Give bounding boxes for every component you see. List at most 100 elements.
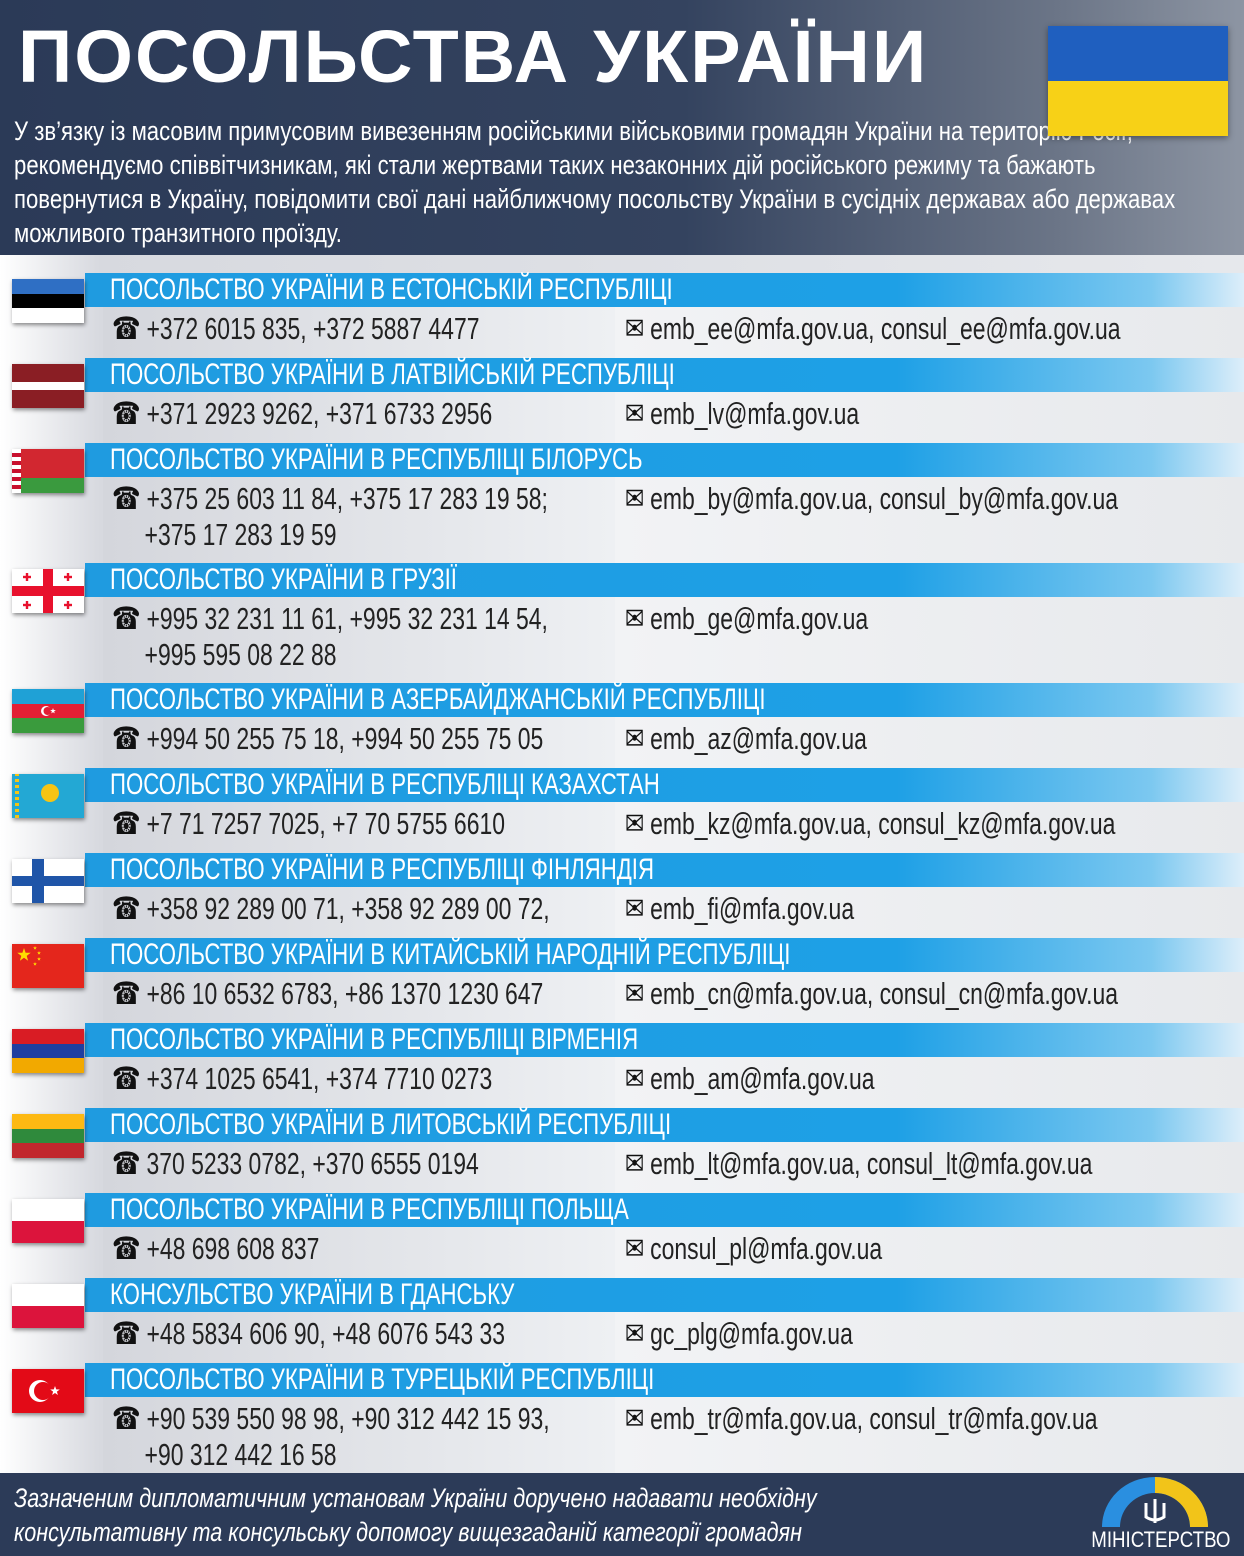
email-addresses: ✉ emb_lt@mfa.gov.ua, consul_lt@mfa.gov.ua [625,1146,1092,1182]
email-text[interactable]: emb_tr@mfa.gov.ua, consul_tr@mfa.gov.ua [650,1401,1098,1436]
turkey-flag-icon [12,1369,84,1413]
embassy-title-band: ПОСОЛЬСТВО УКРАЇНИ В РЕСПУБЛІЦІ БІЛОРУСЬ [85,443,1244,477]
phone-panel [103,392,615,443]
belarus-flag-icon [12,449,84,493]
phone-text[interactable]: 370 5233 0782, +370 6555 0194 [146,1146,479,1181]
email-panel [615,1397,1244,1483]
phone-icon: ☎ [112,1231,141,1266]
email-panel [615,887,1244,938]
embassy-row: ПОСОЛЬСТВО УКРАЇНИ В ЕСТОНСЬКІЙ РЕСПУБЛІ… [0,273,1244,358]
phone-numbers: ☎ +375 25 603 11 84, +375 17 283 19 58; +3… [112,481,548,553]
embassy-list: ПОСОЛЬСТВО УКРАЇНИ В ЕСТОНСЬКІЙ РЕСПУБЛІ… [0,255,1244,1483]
phone-text[interactable]: +48 698 608 837 [146,1231,320,1266]
email-text[interactable]: emb_fi@mfa.gov.ua [650,891,855,926]
phone-panel [103,1227,615,1278]
phone-text[interactable]: +374 1025 6541, +374 7710 0273 [146,1061,493,1096]
phone-text-2[interactable]: +90 312 442 16 58 [144,1437,337,1472]
embassy-title: КОНСУЛЬСТВО УКРАЇНИ В ГДАНСЬКУ [110,1278,515,1311]
phone-text[interactable]: +375 25 603 11 84, +375 17 283 19 58; [146,481,548,516]
phone-text[interactable]: +995 32 231 11 61, +995 32 231 14 54, [146,601,548,636]
phone-text[interactable]: +7 71 7257 7025, +7 70 5755 6610 [146,806,505,841]
email-panel [615,597,1244,683]
embassy-title: ПОСОЛЬСТВО УКРАЇНИ В ТУРЕЦЬКІЙ РЕСПУБЛІЦ… [110,1363,655,1396]
email-text[interactable]: gc_plg@mfa.gov.ua [650,1316,853,1351]
mail-icon: ✉ [625,806,645,841]
email-addresses: ✉ emb_cn@mfa.gov.ua, consul_cn@mfa.gov.ua [625,976,1118,1012]
phone-text[interactable]: +90 539 550 98 98, +90 312 442 15 93, [146,1401,550,1436]
page-title: ПОСОЛЬСТВА УКРАЇНИ [18,15,929,98]
embassy-title: ПОСОЛЬСТВО УКРАЇНИ В РЕСПУБЛІЦІ БІЛОРУСЬ [110,443,643,476]
mail-icon: ✉ [625,1316,645,1351]
mail-icon: ✉ [625,601,645,636]
embassy-row: ПОСОЛЬСТВО УКРАЇНИ В РЕСПУБЛІЦІ БІЛОРУСЬ… [0,443,1244,563]
phone-panel [103,1057,615,1108]
embassy-title-band: ПОСОЛЬСТВО УКРАЇНИ В РЕСПУБЛІЦІ КАЗАХСТА… [85,768,1244,802]
phone-icon: ☎ [112,311,141,346]
phone-numbers: ☎ +372 6015 835, +372 5887 4477 [112,311,479,347]
email-panel [615,1057,1244,1108]
embassy-title-band: ПОСОЛЬСТВО УКРАЇНИ В КИТАЙСЬКІЙ НАРОДНІЙ… [85,938,1244,972]
email-addresses: ✉ emb_am@mfa.gov.ua [625,1061,874,1097]
email-addresses: ✉ emb_lv@mfa.gov.ua [625,396,859,432]
embassy-title-band: ПОСОЛЬСТВО УКРАЇНИ В ЛАТВІЙСЬКІЙ РЕСПУБЛ… [85,358,1244,392]
phone-text[interactable]: +994 50 255 75 18, +994 50 255 75 05 [146,721,544,756]
embassy-row: ПОСОЛЬСТВО УКРАЇНИ В ТУРЕЦЬКІЙ РЕСПУБЛІЦ… [0,1363,1244,1483]
phone-numbers: ☎ +48 698 608 837 [112,1231,319,1267]
embassy-title: ПОСОЛЬСТВО УКРАЇНИ В РЕСПУБЛІЦІ КАЗАХСТА… [110,768,660,801]
embassy-title-band: ПОСОЛЬСТВО УКРАЇНИ В ЕСТОНСЬКІЙ РЕСПУБЛІ… [85,273,1244,307]
email-text[interactable]: emb_by@mfa.gov.ua, consul_by@mfa.gov.ua [650,481,1118,516]
embassy-row: ПОСОЛЬСТВО УКРАЇНИ В ГРУЗІЇ ☎ +995 32 231… [0,563,1244,683]
phone-text[interactable]: +358 92 289 00 71, +358 92 289 00 72, [146,891,550,926]
email-text[interactable]: emb_lt@mfa.gov.ua, consul_lt@mfa.gov.ua [650,1146,1093,1181]
phone-text[interactable]: +371 2923 9262, +371 6733 2956 [146,396,493,431]
phone-numbers: ☎ +86 10 6532 6783, +86 1370 1230 647 [112,976,543,1012]
azerbaijan-flag-icon [12,689,84,733]
email-text[interactable]: emb_cn@mfa.gov.ua, consul_cn@mfa.gov.ua [650,976,1118,1011]
poland-flag-icon [12,1284,84,1328]
embassy-title-band: ПОСОЛЬСТВО УКРАЇНИ В ГРУЗІЇ [85,563,1244,597]
phone-text-2[interactable]: +375 17 283 19 59 [144,517,337,552]
china-flag-icon [12,944,84,988]
intro-text: У зв’язку із масовим примусовим вивезенн… [14,116,1176,248]
phone-panel [103,887,615,938]
phone-text[interactable]: +86 10 6532 6783, +86 1370 1230 647 [146,976,544,1011]
phone-icon: ☎ [112,891,141,926]
phone-text[interactable]: +48 5834 606 90, +48 6076 543 33 [146,1316,505,1351]
embassy-row: ПОСОЛЬСТВО УКРАЇНИ В РЕСПУБЛІЦІ КАЗАХСТА… [0,768,1244,853]
footer: Зазначеним дипломатичним установам Украї… [0,1473,1244,1556]
email-text[interactable]: emb_am@mfa.gov.ua [650,1061,875,1096]
email-text[interactable]: emb_ee@mfa.gov.ua, consul_ee@mfa.gov.ua [650,311,1121,346]
phone-text-2[interactable]: +995 595 08 22 88 [144,637,337,672]
phone-icon: ☎ [112,806,141,841]
email-text[interactable]: consul_pl@mfa.gov.ua [650,1231,883,1266]
email-text[interactable]: emb_lv@mfa.gov.ua [650,396,860,431]
phone-icon: ☎ [112,396,141,431]
email-addresses: ✉ emb_az@mfa.gov.ua [625,721,867,757]
estonia-flag-icon [12,279,84,323]
mail-icon: ✉ [625,1401,645,1436]
header: ПОСОЛЬСТВА УКРАЇНИ У зв’язку із масовим … [0,0,1244,255]
email-text[interactable]: emb_ge@mfa.gov.ua [650,601,869,636]
embassy-title: ПОСОЛЬСТВО УКРАЇНИ В РЕСПУБЛІЦІ ФІНЛЯНДІ… [110,853,654,886]
email-addresses: ✉ emb_ee@mfa.gov.ua, consul_ee@mfa.gov.ua [625,311,1121,347]
embassy-title: ПОСОЛЬСТВО УКРАЇНИ В КИТАЙСЬКІЙ НАРОДНІЙ… [110,938,791,971]
phone-text[interactable]: +372 6015 835, +372 5887 4477 [146,311,480,346]
email-addresses: ✉ emb_fi@mfa.gov.ua [625,891,854,927]
email-panel [615,972,1244,1023]
email-panel [615,1312,1244,1363]
embassy-row: КОНСУЛЬСТВО УКРАЇНИ В ГДАНСЬКУ ☎ +48 5834… [0,1278,1244,1363]
embassy-row: ПОСОЛЬСТВО УКРАЇНИ В АЗЕРБАЙДЖАНСЬКІЙ РЕ… [0,683,1244,768]
embassy-row: ПОСОЛЬСТВО УКРАЇНИ В РЕСПУБЛІЦІ ВІРМЕНІЯ… [0,1023,1244,1108]
email-text[interactable]: emb_az@mfa.gov.ua [650,721,867,756]
footer-text: Зазначеним дипломатичним установам Украї… [14,1483,817,1547]
poland-flag-icon [12,1199,84,1243]
embassy-title: ПОСОЛЬСТВО УКРАЇНИ В РЕСПУБЛІЦІ ВІРМЕНІЯ [110,1023,639,1056]
ukraine-flag [1048,26,1228,136]
email-panel [615,307,1244,358]
phone-panel [103,1142,615,1193]
logo-text: МІНІСТЕРСТВО [1091,1527,1231,1552]
mail-icon: ✉ [625,721,645,756]
embassy-row: ПОСОЛЬСТВО УКРАЇНИ В КИТАЙСЬКІЙ НАРОДНІЙ… [0,938,1244,1023]
embassy-title-band: ПОСОЛЬСТВО УКРАЇНИ В РЕСПУБЛІЦІ ПОЛЬЩА [85,1193,1244,1227]
email-text[interactable]: emb_kz@mfa.gov.ua, consul_kz@mfa.gov.ua [650,806,1116,841]
